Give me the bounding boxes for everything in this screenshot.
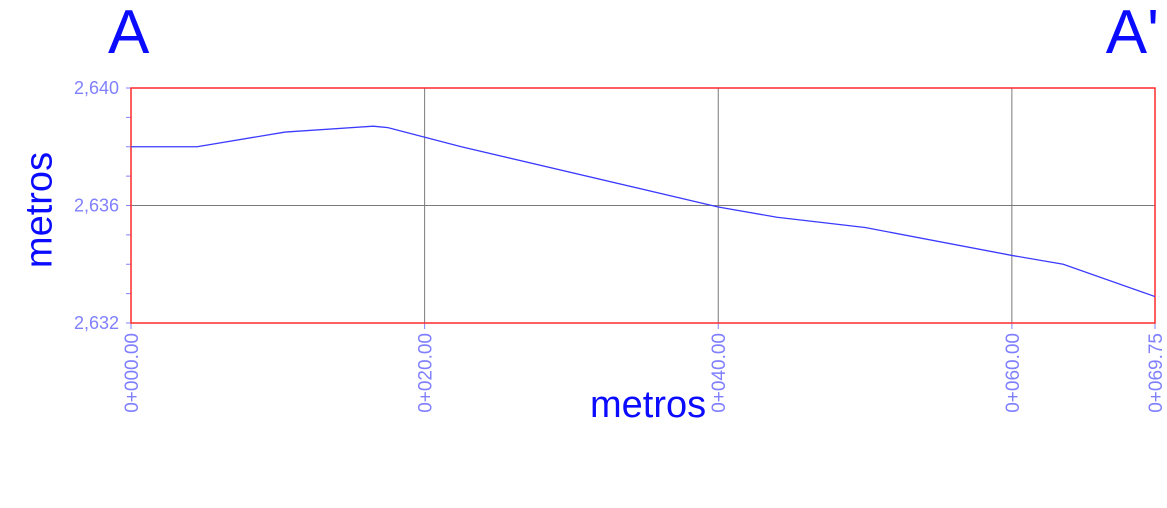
x-tick-label: 0+000.00	[122, 333, 143, 413]
section-end-label: A'	[1105, 0, 1159, 67]
x-axis-label: metros	[590, 384, 707, 426]
x-tick-label: 0+060.00	[1003, 333, 1024, 413]
y-tick-label: 2,636	[74, 196, 119, 216]
profile-line	[131, 125, 1156, 298]
y-tick-label: 2,640	[74, 78, 119, 98]
plot-frame	[130, 87, 1156, 324]
x-tick-label: 0+020.00	[416, 333, 437, 413]
section-start-label: A	[108, 0, 150, 67]
y-tick-label: 2,632	[74, 313, 119, 333]
x-tick-label: 0+040.00	[709, 333, 730, 413]
x-tick-label: 0+069.75	[1146, 333, 1167, 413]
y-axis-label: metros	[18, 151, 61, 269]
